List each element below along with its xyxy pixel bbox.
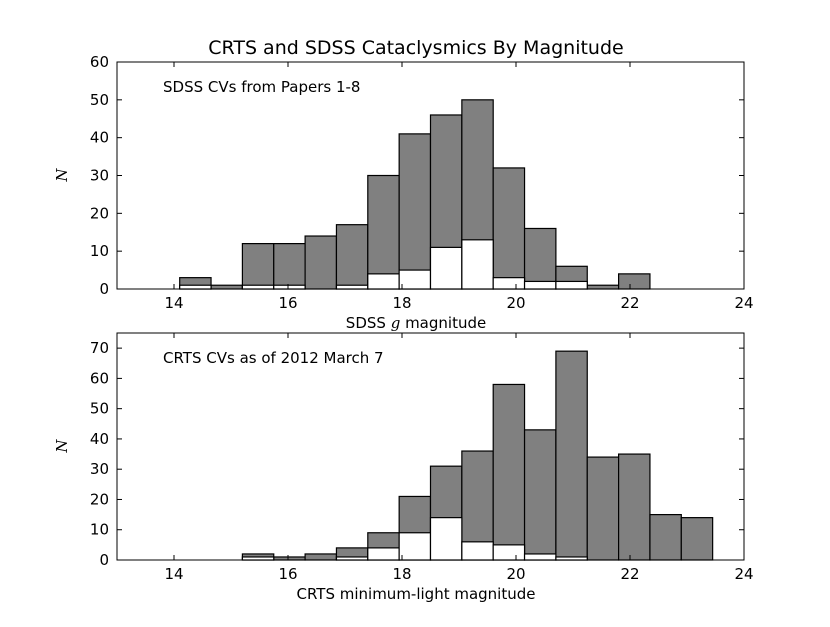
sdss-bar-all-7	[398, 133, 432, 290]
sdss-bar-all-14	[617, 273, 651, 290]
crts-bar-subset-0	[241, 556, 275, 561]
sdss-bar-all-1	[210, 284, 244, 290]
crts-annotation: CRTS CVs as of 2012 March 7	[163, 349, 384, 367]
sdss-x-tick-label: 14	[164, 294, 183, 312]
sdss-bar-all-10	[492, 167, 526, 290]
sdss-bar-subset-7	[398, 269, 432, 290]
crts-bar-all-13	[649, 513, 682, 561]
sdss-bar-all-6	[367, 174, 400, 290]
sdss-y-tick-label: 40	[90, 129, 109, 147]
sdss-x-label-suffix: magnitude	[400, 314, 486, 332]
crts-bar-subset-7	[461, 541, 494, 561]
crts-bar-subset-4	[367, 547, 400, 561]
sdss-x-tick-label: 16	[278, 294, 297, 312]
crts-histogram-panel: 14 16 18 20 22 24 0 10 20 30 40 50 60 70 CRTS CVs as …	[53, 332, 754, 603]
crts-bar-subset-3	[335, 556, 369, 561]
sdss-bar-subset-3	[273, 284, 306, 290]
crts-y-tick-label: 50	[90, 400, 109, 418]
crts-bar-all-2	[304, 553, 338, 561]
crts-bar-all-14	[680, 517, 714, 561]
sdss-bar-all-3	[273, 243, 306, 290]
sdss-x-label-variable: g	[391, 314, 401, 332]
sdss-bar-subset-8	[429, 246, 463, 290]
sdss-bar-subset-2	[241, 284, 275, 290]
crts-bar-subset-5	[398, 532, 432, 561]
sdss-x-tick-label: 18	[392, 294, 411, 312]
crts-bar-subset-10	[555, 556, 588, 561]
sdss-axis-ticks: 14 16 18 20 22 24 0 10 20 30 40 50 60	[90, 53, 754, 312]
sdss-bar-subset-6	[367, 273, 400, 290]
sdss-bar-all-2	[241, 243, 275, 290]
crts-y-tick-label: 30	[90, 460, 109, 478]
sdss-x-label-prefix: SDSS	[346, 314, 391, 332]
crts-y-tick-label: 60	[90, 369, 109, 387]
sdss-x-tick-label: 24	[734, 294, 753, 312]
sdss-bar-subset-9	[461, 239, 494, 290]
crts-bar-all-11	[586, 456, 620, 561]
sdss-bar-all-5	[335, 224, 369, 290]
crts-bar-all-1	[273, 556, 306, 561]
crts-y-tick-label: 40	[90, 430, 109, 448]
crts-bar-all-12	[617, 453, 651, 561]
sdss-bar-subset-12	[555, 280, 588, 290]
sdss-y-tick-label: 60	[90, 53, 109, 71]
crts-x-tick-label: 18	[392, 565, 411, 583]
sdss-x-tick-label: 20	[506, 294, 525, 312]
sdss-bar-subset-10	[492, 277, 526, 290]
crts-x-tick-label: 16	[278, 565, 297, 583]
sdss-x-tick-label: 22	[620, 294, 639, 312]
sdss-y-tick-label: 50	[90, 91, 109, 109]
sdss-histogram-panel: 14 16 18 20 22 24 0 10 20 30 40 50 60 SDSS CVs from …	[53, 53, 754, 332]
crts-bar-all-10	[555, 350, 588, 561]
crts-x-tick-label: 14	[164, 565, 183, 583]
crts-bars	[241, 350, 714, 561]
sdss-bar-subset-0	[179, 284, 212, 290]
crts-x-tick-label: 24	[734, 565, 753, 583]
figure-title: CRTS and SDSS Cataclysmics By Magnitude	[208, 37, 623, 59]
crts-y-axis-label: N	[53, 439, 71, 454]
crts-y-tick-label: 70	[90, 339, 109, 357]
sdss-y-tick-label: 20	[90, 204, 109, 222]
crts-y-tick-label: 10	[90, 521, 109, 539]
sdss-bar-all-4	[304, 235, 338, 290]
sdss-bars	[179, 99, 651, 290]
crts-bar-all-8	[492, 383, 526, 561]
sdss-x-axis-label: SDSS g magnitude	[346, 314, 486, 332]
crts-x-tick-label: 20	[506, 565, 525, 583]
sdss-y-tick-label: 10	[90, 242, 109, 260]
crts-y-tick-label: 20	[90, 490, 109, 508]
sdss-y-tick-label: 30	[90, 167, 109, 185]
crts-bar-all-9	[523, 429, 557, 561]
crts-x-tick-label: 22	[620, 565, 639, 583]
sdss-annotation: SDSS CVs from Papers 1-8	[163, 78, 360, 96]
crts-bar-subset-6	[429, 517, 463, 561]
sdss-bar-subset-11	[523, 280, 557, 290]
crts-x-axis-label: CRTS minimum-light magnitude	[296, 585, 535, 603]
crts-axis-ticks: 14 16 18 20 22 24 0 10 20 30 40 50 60 70	[90, 333, 754, 583]
sdss-y-axis-label: N	[53, 168, 71, 183]
crts-bar-subset-9	[523, 553, 557, 561]
sdss-bar-subset-5	[335, 284, 369, 290]
crts-bar-subset-8	[492, 544, 526, 561]
sdss-bar-all-13	[586, 284, 620, 290]
crts-y-tick-label: 0	[99, 551, 109, 569]
sdss-y-tick-label: 0	[99, 280, 109, 298]
sdss-bar-all-11	[523, 227, 557, 290]
